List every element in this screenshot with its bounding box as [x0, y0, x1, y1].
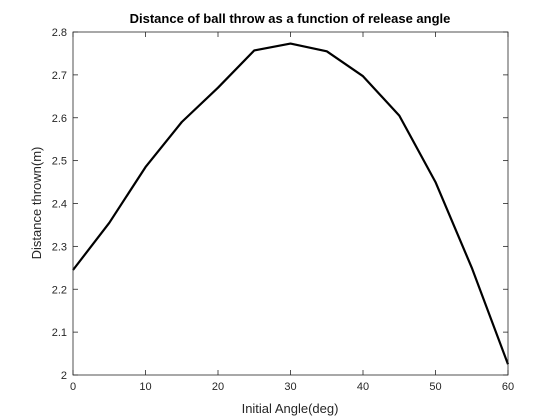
y-tick-label: 2.4	[52, 199, 67, 211]
y-tick-label: 2.8	[52, 27, 67, 39]
x-tick-label: 20	[212, 381, 224, 393]
tick-labels: 0 10 20 30 40 50 60 2 2.1 2.2 2.3 2.4 2.5 2.6 2.7 2.8	[52, 27, 514, 393]
x-tick-label: 30	[284, 381, 296, 393]
y-tick-label: 2.2	[52, 284, 67, 296]
y-tick-label: 2.3	[52, 241, 67, 253]
x-tick-label: 10	[139, 381, 151, 393]
y-tick-label: 2.1	[52, 327, 67, 339]
series-line	[72, 42, 510, 365]
x-tick-label: 50	[429, 381, 441, 393]
chart-title: Distance of ball throw as a function of …	[130, 11, 451, 26]
x-tick-label: 60	[502, 381, 514, 393]
y-tick-label: 2.6	[52, 113, 67, 125]
y-tick-label: 2.5	[52, 156, 67, 168]
y-tick-label: 2.7	[52, 70, 67, 82]
data-series	[72, 42, 510, 365]
y-tick-label: 2	[61, 370, 67, 382]
x-axis-label: Initial Angle(deg)	[242, 401, 339, 416]
axes-box	[72, 31, 509, 376]
x-tick-label: 0	[70, 381, 76, 393]
y-axis-label: Distance thrown(m)	[29, 147, 44, 260]
x-tick-label: 40	[357, 381, 369, 393]
plot-area	[73, 32, 508, 375]
